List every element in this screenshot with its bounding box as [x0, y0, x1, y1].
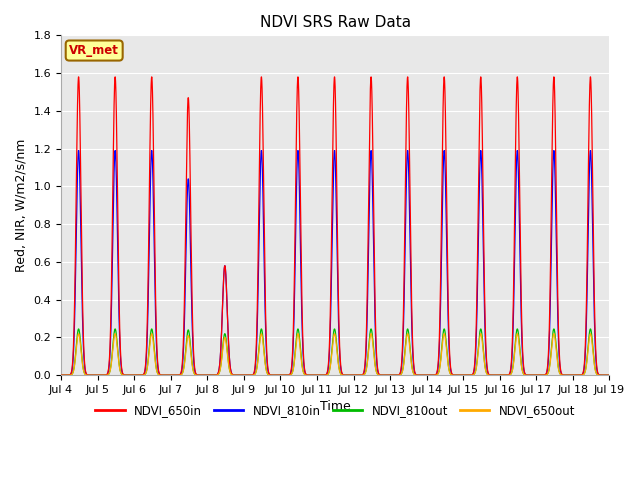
Legend: NDVI_650in, NDVI_810in, NDVI_810out, NDVI_650out: NDVI_650in, NDVI_810in, NDVI_810out, NDV… — [90, 399, 580, 422]
Text: VR_met: VR_met — [69, 44, 119, 57]
X-axis label: Time: Time — [320, 400, 351, 413]
Title: NDVI SRS Raw Data: NDVI SRS Raw Data — [260, 15, 411, 30]
Y-axis label: Red, NIR, W/m2/s/nm: Red, NIR, W/m2/s/nm — [15, 139, 28, 272]
